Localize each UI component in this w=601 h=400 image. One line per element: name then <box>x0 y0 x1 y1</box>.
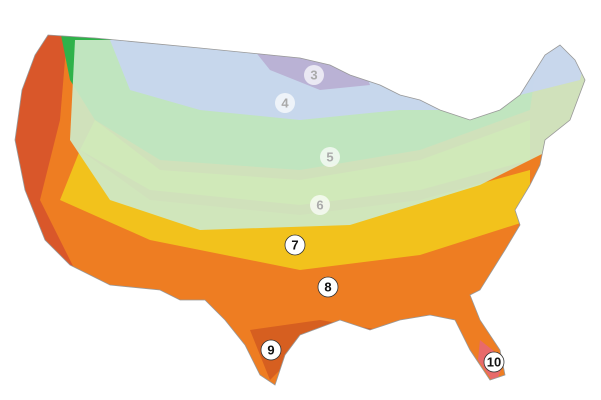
zone-label: 4 <box>281 95 289 110</box>
zone-badge <box>310 195 330 215</box>
zone-badge <box>320 147 340 167</box>
zone-badge <box>284 234 306 256</box>
zone-label: 9 <box>267 342 274 357</box>
zone-label: 6 <box>316 197 323 212</box>
zone-badge <box>304 65 324 85</box>
zone-label: 3 <box>310 67 317 82</box>
zone-badge <box>483 351 505 373</box>
zone-label: 10 <box>487 354 501 369</box>
us-outline <box>14 34 586 386</box>
zone-badge <box>275 93 295 113</box>
zone-labels: 3 4 5 6 7 8 9 10 <box>260 65 505 373</box>
zone-label: 5 <box>326 149 333 164</box>
zone-badge <box>317 276 339 298</box>
zone-label: 8 <box>324 279 331 294</box>
zone-label: 7 <box>291 237 298 252</box>
zone-badge <box>260 339 282 361</box>
